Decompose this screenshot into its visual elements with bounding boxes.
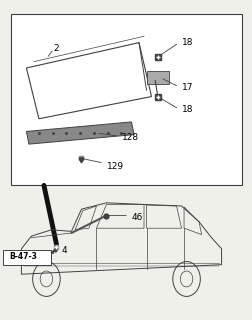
Polygon shape xyxy=(146,71,168,84)
Text: 129: 129 xyxy=(106,162,123,171)
FancyBboxPatch shape xyxy=(3,251,51,265)
FancyBboxPatch shape xyxy=(11,14,241,185)
Text: B-47-3: B-47-3 xyxy=(9,252,37,261)
Polygon shape xyxy=(26,122,134,144)
Text: 128: 128 xyxy=(121,133,138,142)
Text: 17: 17 xyxy=(181,83,192,92)
Text: 2: 2 xyxy=(53,44,59,53)
Text: 4: 4 xyxy=(61,246,67,255)
Text: 18: 18 xyxy=(181,105,192,114)
Text: 46: 46 xyxy=(131,212,142,222)
Text: 18: 18 xyxy=(181,38,192,47)
